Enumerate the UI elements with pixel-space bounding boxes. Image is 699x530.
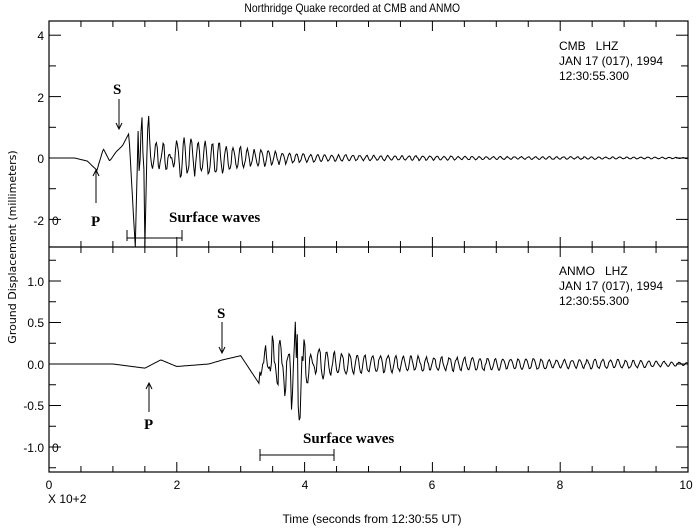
x-tick-label: 2 (174, 478, 181, 492)
x-tick-label: 6 (429, 478, 436, 492)
y-tick-label: -1.0 (23, 441, 44, 455)
station-label: CMB LHZ (559, 39, 618, 53)
x-tick-label: 10 (679, 478, 693, 492)
arrow-head-icon (92, 168, 100, 177)
y-tick-label: 0 (37, 152, 44, 166)
s-wave-label: S (113, 82, 121, 98)
x-tick-label: 8 (557, 478, 564, 492)
zero-marker: 0 (52, 214, 59, 228)
arrow-head-icon (218, 346, 226, 355)
zero-marker: 0 (52, 441, 59, 455)
time-label: 12:30:55.300 (559, 69, 629, 83)
y-tick-label: -2 (33, 214, 44, 228)
surface-waves-label: Surface waves (303, 431, 394, 447)
y-tick-label: 4 (37, 29, 44, 43)
x-axis-label: Time (seconds from 12:30:55 UT) (283, 512, 462, 526)
arrow-head-icon (145, 381, 153, 390)
x-tick-label: 0 (46, 478, 53, 492)
x-tick-label: 4 (302, 478, 309, 492)
surface-waves-label: Surface waves (169, 210, 260, 226)
date-label: JAN 17 (017), 1994 (559, 54, 663, 68)
chart-title: Northridge Quake recorded at CMB and ANM… (244, 1, 461, 15)
y-tick-label: -0.5 (23, 399, 44, 413)
s-wave-label: S (217, 306, 225, 322)
station-label: ANMO LHZ (559, 264, 628, 278)
y-tick-label: 1.0 (27, 275, 44, 289)
p-wave-label: P (144, 417, 153, 433)
cmb-trace (49, 115, 688, 248)
date-label: JAN 17 (017), 1994 (559, 279, 663, 293)
time-label: 12:30:55.300 (559, 294, 629, 308)
y-tick-label: 0.0 (27, 358, 44, 372)
p-wave-label: P (91, 214, 100, 230)
x-multiplier: X 10+2 (48, 492, 87, 506)
y-tick-label: 0.5 (27, 316, 44, 330)
arrow-head-icon (115, 122, 123, 131)
anmo-trace (49, 321, 688, 421)
y-axis-label: Ground Displacement (millimeters) (6, 150, 19, 343)
y-tick-label: 2 (37, 91, 44, 105)
